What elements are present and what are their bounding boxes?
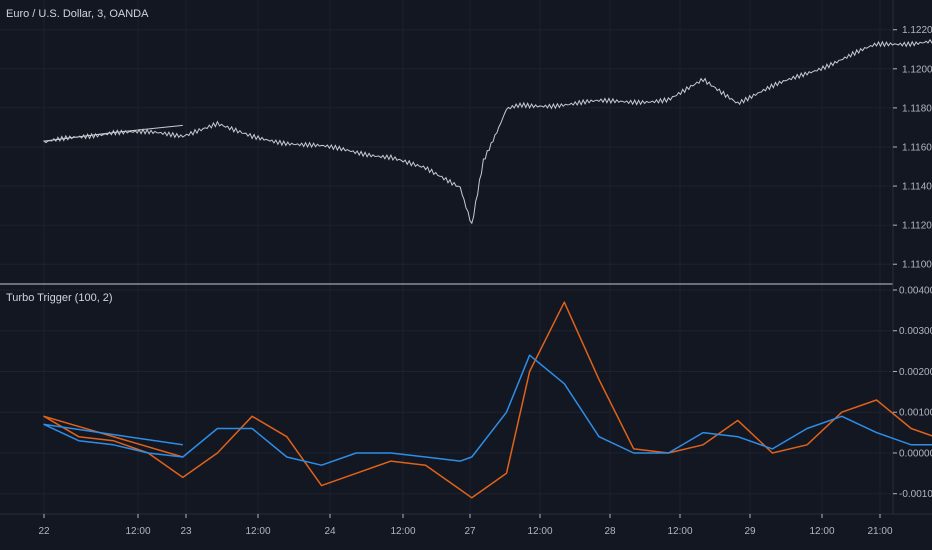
price-scale[interactable]: 1.12200 1.12000 1.11800 1.11600 1.11400 1.112… bbox=[893, 25, 932, 271]
time-tick-label: 12:00 bbox=[125, 526, 150, 537]
price-line bbox=[42, 38, 932, 225]
time-tick-label: 28 bbox=[604, 526, 616, 537]
price-tick-label: 1.12000 bbox=[902, 64, 932, 75]
time-scale[interactable]: 22 12:00 23 12:00 24 12:00 27 12:00 28 12:00 29 12:… bbox=[38, 514, 893, 537]
time-tick-label: 29 bbox=[744, 526, 756, 537]
price-tick-label: 1.12200 bbox=[902, 25, 932, 36]
indicator-tick-label: 0.00000 bbox=[899, 448, 932, 459]
indicator-scale[interactable]: 0.00400 0.00300 0.00200 0.00100 0.00000 -0.00… bbox=[893, 286, 932, 501]
time-tick-label: 12:00 bbox=[390, 526, 415, 537]
symbol-title[interactable]: Euro / U.S. Dollar, 3, OANDA bbox=[6, 8, 149, 20]
price-tick-label: 1.11200 bbox=[902, 221, 932, 232]
fast-line bbox=[43, 354, 932, 466]
time-tick-label: 24 bbox=[324, 526, 336, 537]
price-pane[interactable] bbox=[0, 0, 893, 514]
indicator-tick-label: 0.00400 bbox=[899, 286, 932, 297]
price-series bbox=[42, 38, 932, 225]
time-tick-label: 22 bbox=[38, 526, 50, 537]
indicator-series bbox=[43, 301, 932, 499]
indicator-title[interactable]: Turbo Trigger (100, 2) bbox=[6, 292, 113, 304]
indicator-tick-label: 0.00100 bbox=[899, 408, 932, 419]
indicator-tick-label: -0.00100 bbox=[899, 489, 932, 500]
time-tick-label: 21:00 bbox=[867, 526, 892, 537]
time-tick-label: 27 bbox=[464, 526, 476, 537]
indicator-tick-label: 0.00300 bbox=[899, 326, 932, 337]
time-tick-label: 12:00 bbox=[809, 526, 834, 537]
price-tick-label: 1.11600 bbox=[902, 142, 932, 153]
price-tick-label: 1.11400 bbox=[902, 182, 932, 193]
time-tick-label: 12:00 bbox=[245, 526, 270, 537]
time-tick-label: 12:00 bbox=[667, 526, 692, 537]
price-tick-label: 1.11800 bbox=[902, 103, 932, 114]
time-tick-label: 23 bbox=[180, 526, 192, 537]
time-tick-label: 12:00 bbox=[527, 526, 552, 537]
indicator-tick-label: 0.00200 bbox=[899, 367, 932, 378]
